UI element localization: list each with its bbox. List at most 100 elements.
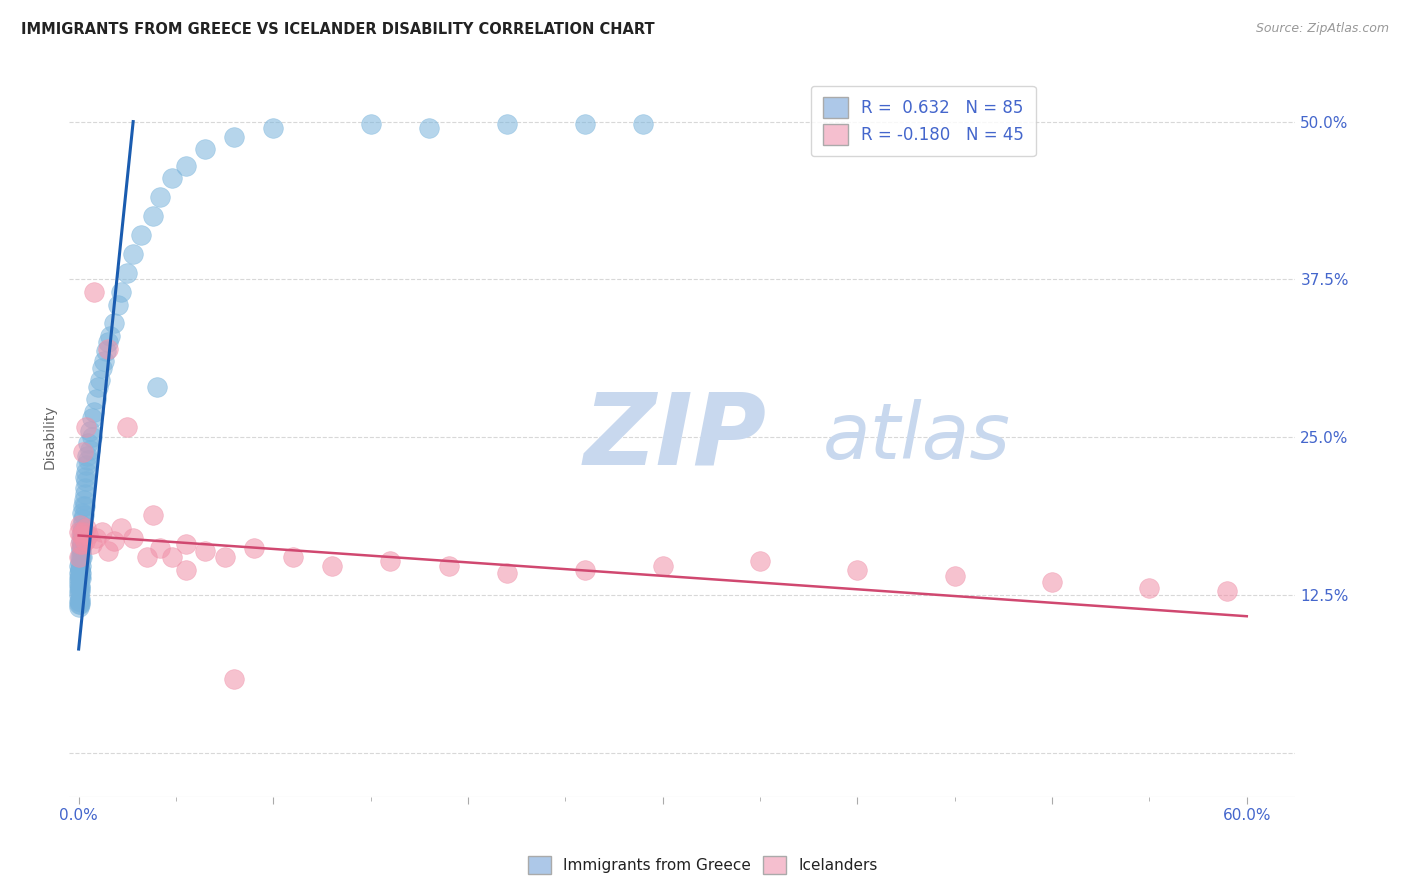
Point (84, 531, 107, 545)
Point (1139, 582, 1161, 596)
Point (67, 579, 90, 593)
Point (174, 159, 197, 173)
Point (69, 582, 91, 596)
Point (75, 466, 97, 480)
Point (84, 392, 107, 407)
Point (70, 533, 93, 548)
Point (149, 541, 172, 555)
Point (77, 528, 100, 542)
Point (69, 571, 91, 585)
Point (749, 554, 772, 568)
Point (103, 533, 125, 548)
Point (110, 285, 132, 299)
Text: atlas: atlas (824, 399, 1011, 475)
Point (70, 518, 93, 533)
Point (94, 344, 117, 359)
Point (70, 537, 93, 551)
Point (214, 549, 236, 564)
Point (69, 549, 91, 564)
Point (72, 445, 94, 459)
Point (943, 569, 966, 583)
Point (79, 424, 101, 438)
Point (651, 558, 673, 573)
Point (224, 129, 246, 144)
Point (98, 329, 121, 343)
Point (73, 481, 96, 495)
Point (67, 524, 90, 539)
Point (69, 569, 91, 583)
Point (72, 500, 94, 514)
Point (174, 537, 197, 551)
Point (378, 554, 401, 568)
Point (496, 566, 519, 581)
Point (67, 575, 90, 590)
Text: ZIP: ZIP (583, 389, 768, 485)
Point (69, 563, 91, 577)
Point (70, 537, 93, 551)
Point (129, 228, 152, 243)
Point (72, 508, 94, 523)
Point (110, 521, 132, 535)
Point (160, 549, 183, 564)
Point (67, 597, 90, 611)
Point (262, 120, 284, 135)
Point (360, 117, 382, 131)
Point (67, 594, 90, 608)
Point (117, 420, 139, 434)
Point (73, 487, 96, 501)
Point (67, 584, 90, 599)
Point (194, 142, 217, 156)
Point (75, 458, 97, 472)
Point (72, 512, 94, 526)
Point (72, 531, 94, 545)
Point (574, 117, 596, 131)
Point (418, 120, 440, 135)
Point (93, 354, 115, 368)
Point (69, 597, 91, 611)
Point (70, 566, 93, 581)
Point (89, 373, 111, 387)
Point (496, 117, 519, 131)
Point (243, 541, 266, 555)
Point (97, 335, 120, 350)
Text: Source: ZipAtlas.com: Source: ZipAtlas.com (1256, 22, 1389, 36)
Point (91, 524, 114, 539)
Point (160, 171, 183, 186)
Point (70, 528, 93, 542)
Point (145, 379, 167, 393)
Point (75, 470, 97, 484)
Point (72, 521, 94, 535)
Point (117, 266, 139, 280)
Point (103, 317, 125, 331)
Point (122, 531, 145, 545)
Point (69, 595, 91, 609)
Point (69, 569, 91, 583)
Point (69, 571, 91, 585)
Point (82, 411, 104, 425)
Point (82, 430, 104, 444)
Point (77, 452, 100, 467)
Point (69, 563, 91, 577)
Legend: R =  0.632   N = 85, R = -0.180   N = 45: R = 0.632 N = 85, R = -0.180 N = 45 (811, 86, 1036, 156)
Point (67, 566, 90, 581)
Point (135, 549, 157, 564)
Point (174, 563, 197, 577)
Point (633, 117, 655, 131)
Point (77, 436, 100, 450)
Point (75, 521, 97, 535)
Point (321, 558, 343, 573)
Point (107, 297, 129, 311)
Point (224, 673, 246, 687)
Point (142, 209, 165, 223)
Y-axis label: Disability: Disability (44, 405, 58, 469)
Point (72, 524, 94, 539)
Point (73, 533, 96, 548)
Point (69, 563, 91, 577)
Point (149, 190, 172, 204)
Point (574, 563, 596, 577)
Point (67, 571, 90, 585)
Point (69, 556, 91, 570)
Point (281, 549, 304, 564)
Point (83, 405, 105, 419)
Point (87, 379, 110, 393)
